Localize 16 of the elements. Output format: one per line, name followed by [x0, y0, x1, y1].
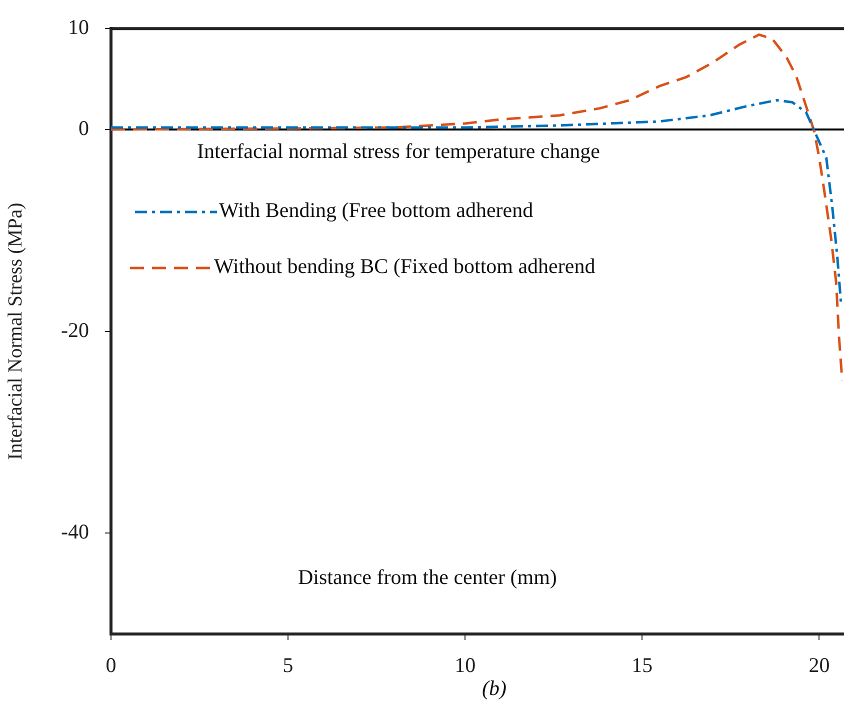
- x-tick-label: 10: [454, 653, 476, 678]
- x-tick-label: 15: [632, 653, 653, 678]
- x-tick-label: 0: [106, 653, 116, 678]
- x-tick-label: 20: [808, 653, 830, 678]
- y-tick-label: 10: [68, 15, 89, 40]
- text: (b): [482, 676, 506, 701]
- x-tick-label: 5: [282, 653, 294, 678]
- legend-label: Without bending BC (Fixed bottom adherend: [214, 254, 596, 279]
- y-tick-label: 0: [78, 116, 89, 140]
- y-tick-label: -40: [61, 520, 89, 544]
- y-axis-title: Interfacial Normal Stress (MPa): [4, 202, 26, 460]
- legend-label: With Bending (Free bottom adherend: [219, 198, 534, 223]
- y-tick-label: -20: [61, 318, 89, 342]
- line-series: [111, 33, 844, 382]
- x-axis-title: Distance from the center (mm): [298, 565, 557, 590]
- legend-title: Interfacial normal stress for temperature change: [197, 139, 600, 164]
